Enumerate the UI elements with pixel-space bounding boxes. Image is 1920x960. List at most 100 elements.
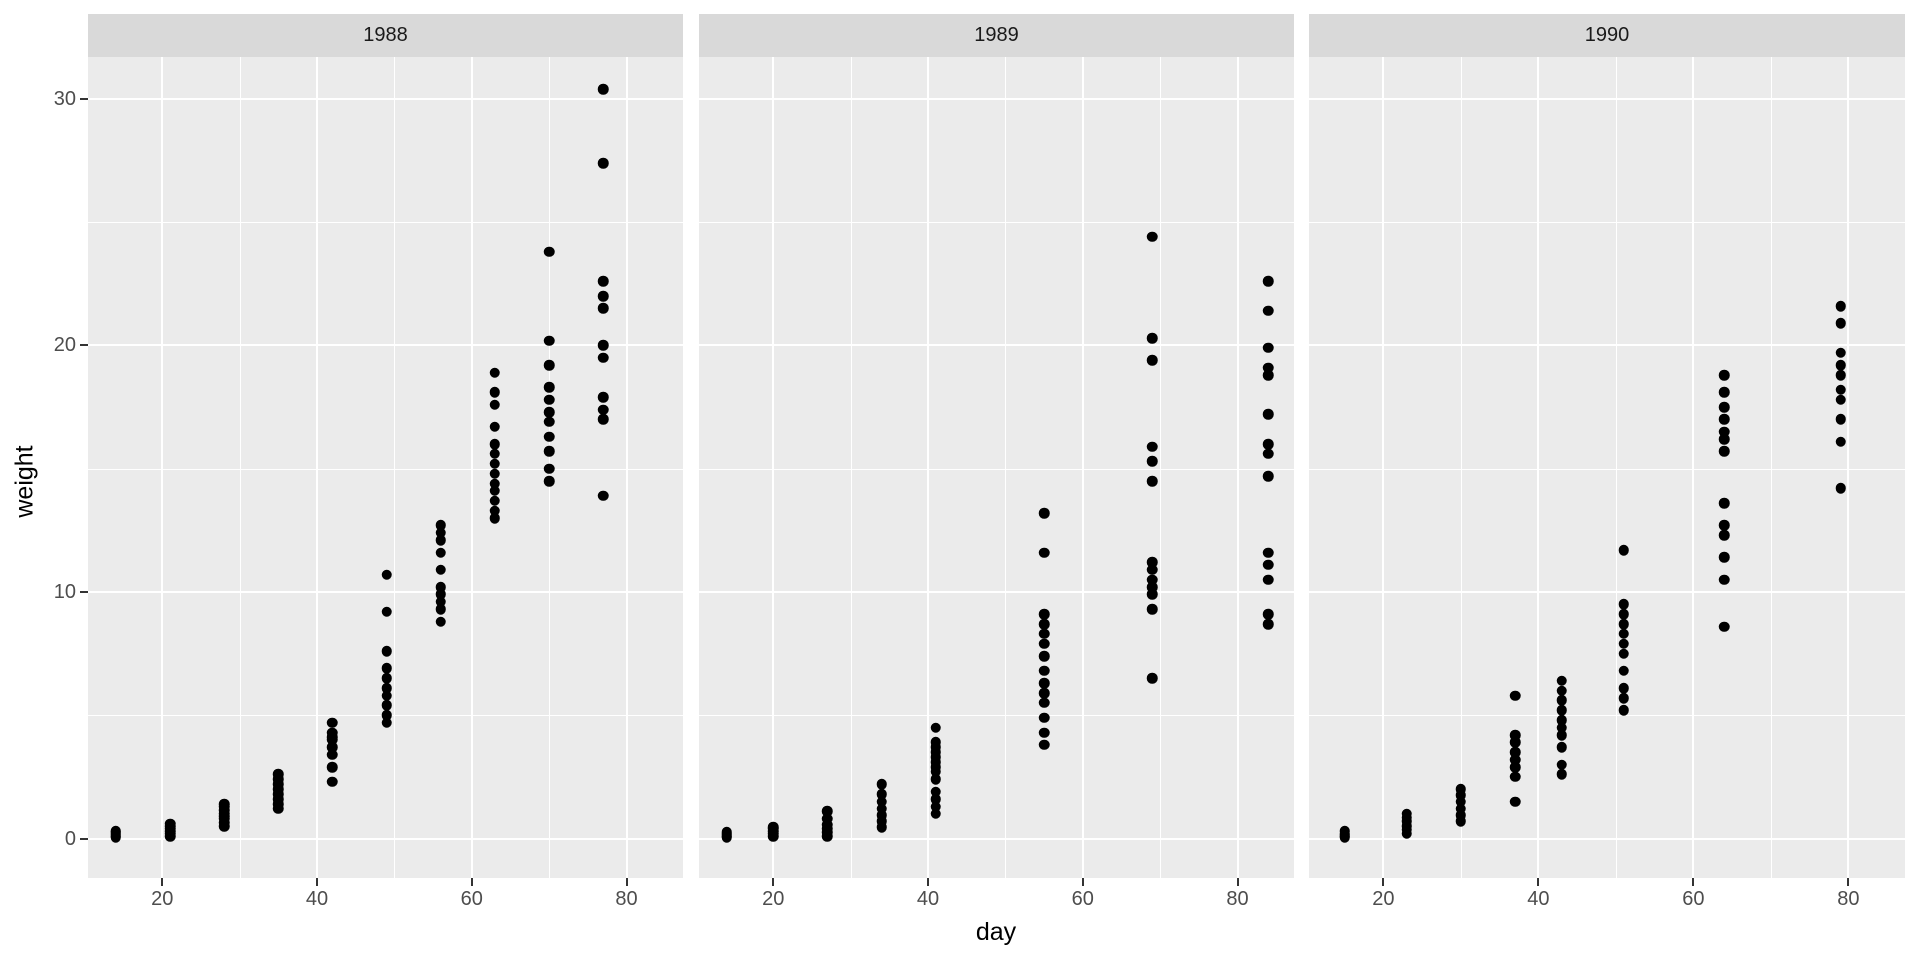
data-point: [1147, 231, 1158, 243]
data-point: [1509, 761, 1521, 773]
data-point: [930, 793, 941, 805]
data-point: [1038, 628, 1050, 640]
data-point: [1509, 737, 1521, 748]
data-point: [1263, 618, 1274, 630]
facet-strip: 1988: [88, 14, 683, 57]
data-point: [1719, 574, 1730, 585]
data-point: [930, 737, 941, 748]
data-point: [489, 399, 501, 410]
x-axis-tick-mark: [1847, 878, 1850, 886]
data-point: [822, 806, 833, 817]
data-point: [1835, 300, 1846, 312]
data-point: [1509, 690, 1521, 701]
data-point: [598, 352, 609, 364]
data-point: [1455, 796, 1467, 807]
data-point: [543, 475, 555, 487]
data-point: [1038, 677, 1050, 689]
data-point: [1719, 621, 1730, 632]
data-point: [1618, 608, 1629, 620]
data-point: [598, 290, 609, 302]
data-point: [218, 798, 230, 810]
data-point: [1618, 682, 1629, 694]
y-axis-tick-label: 20: [53, 334, 76, 357]
data-point: [1263, 342, 1274, 354]
data-point: [381, 682, 392, 694]
gridline-minor-horizontal: [1309, 222, 1905, 224]
gridline-minor-horizontal: [699, 715, 1294, 717]
data-point: [1618, 692, 1629, 704]
data-point: [1147, 557, 1158, 568]
data-point: [381, 710, 392, 721]
data-point: [489, 495, 501, 507]
data-point: [876, 809, 887, 821]
data-point: [1263, 305, 1274, 317]
gridline-minor-vertical: [1005, 57, 1007, 878]
data-point: [381, 663, 392, 674]
x-axis-title: day: [975, 918, 1017, 946]
data-point: [598, 276, 609, 287]
gridline-major-vertical: [161, 57, 164, 878]
x-axis-tick-label: 20: [151, 888, 174, 910]
x-axis-tick-mark: [772, 878, 775, 886]
data-point: [598, 340, 609, 351]
data-point: [489, 387, 501, 398]
data-point: [1719, 520, 1730, 531]
data-point: [543, 382, 555, 393]
x-axis-tick-mark: [1236, 878, 1239, 886]
data-point: [381, 717, 392, 728]
gridline-major-vertical: [1537, 57, 1540, 878]
x-axis-tick-label: 60: [1071, 888, 1094, 910]
data-point: [1509, 754, 1521, 765]
data-point: [435, 564, 447, 576]
data-point: [381, 645, 392, 657]
x-axis-tick-mark: [161, 878, 164, 886]
data-point: [164, 818, 176, 829]
data-point: [1263, 574, 1274, 585]
data-point: [876, 796, 887, 807]
data-point: [1509, 747, 1521, 758]
data-point: [1556, 759, 1567, 770]
data-point: [435, 581, 447, 593]
data-point: [1038, 618, 1050, 630]
gridline-major-horizontal: [88, 97, 683, 100]
data-point: [1263, 470, 1274, 482]
gridline-minor-vertical: [239, 57, 241, 878]
data-point: [435, 589, 447, 600]
data-point: [876, 822, 887, 833]
data-point: [1263, 438, 1274, 450]
data-point: [1147, 673, 1158, 684]
data-point: [822, 819, 833, 831]
data-point: [930, 722, 941, 733]
data-point: [1509, 729, 1521, 741]
data-point: [489, 438, 501, 450]
facet-panel: [88, 57, 683, 878]
data-point: [822, 813, 833, 825]
gridline-major-vertical: [316, 57, 319, 878]
x-axis-tick-label: 40: [1527, 888, 1550, 910]
data-point: [327, 761, 338, 773]
y-axis-tick-label: 10: [53, 581, 76, 603]
data-point: [1038, 697, 1050, 709]
data-point: [1618, 628, 1629, 640]
gridline-major-horizontal: [88, 591, 683, 593]
data-point: [598, 391, 609, 403]
gridline-major-vertical: [470, 57, 473, 878]
data-point: [1401, 808, 1412, 820]
data-point: [435, 534, 447, 546]
gridline-major-horizontal: [1309, 97, 1905, 100]
data-point: [1835, 347, 1846, 359]
data-point: [598, 157, 609, 169]
x-axis-tick-label: 80: [1837, 888, 1860, 910]
data-point: [1719, 446, 1730, 457]
data-point: [876, 816, 887, 827]
facet-strip-label: 1988: [363, 24, 408, 46]
x-axis-tick-label: 60: [460, 888, 483, 910]
data-point: [489, 512, 501, 524]
y-axis-tick-label: 30: [53, 87, 76, 110]
x-axis-tick-label: 60: [1682, 888, 1705, 910]
data-point: [381, 673, 392, 684]
data-point: [543, 359, 555, 371]
gridline-major-horizontal: [699, 837, 1294, 840]
data-point: [1263, 276, 1274, 287]
